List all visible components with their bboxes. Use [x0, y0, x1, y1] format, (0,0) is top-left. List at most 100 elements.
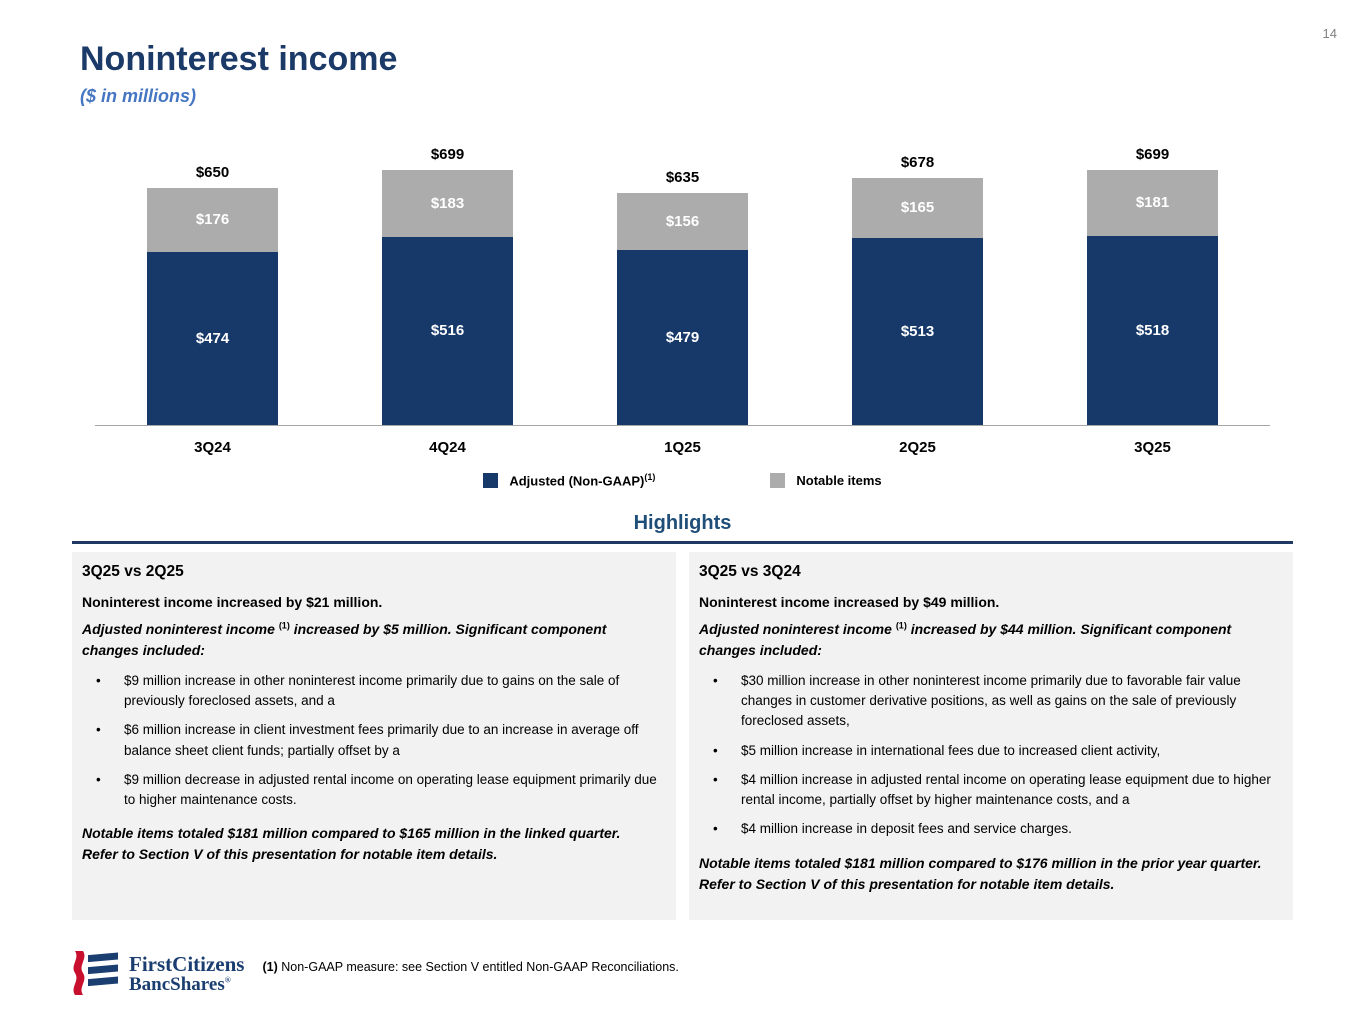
legend-item-adjusted: Adjusted (Non-GAAP)(1): [483, 472, 655, 488]
x-axis-label: 3Q24: [194, 439, 231, 456]
bar-group-3q25: $699 $181 $518: [1035, 146, 1270, 425]
bullet-marker: •: [96, 722, 101, 738]
bar-total-label: $678: [900, 153, 935, 171]
panel-sublead: Adjusted noninterest income (1) increase…: [699, 619, 1277, 660]
chart-x-axis-labels: 3Q24 4Q24 1Q25 2Q25 3Q25: [95, 439, 1270, 456]
bullet-text: $9 million decrease in adjusted rental i…: [124, 771, 657, 808]
bar-segment-notable: $165: [852, 177, 983, 238]
bullet-item: • $4 million increase in deposit fees and…: [699, 819, 1277, 839]
legend-item-notable: Notable items: [770, 472, 882, 488]
bar-segment-notable: $176: [147, 187, 278, 252]
stacked-bar: $183 $516: [382, 169, 513, 425]
slide-footer: FirstCitizens BancShares® (1) Non-GAAP m…: [66, 950, 679, 998]
bar-total-label: $650: [195, 163, 230, 181]
registered-mark: ®: [224, 975, 231, 985]
x-axis-label: 3Q25: [1134, 439, 1171, 456]
legend-swatch-adjusted: [483, 472, 499, 488]
x-axis-label: 4Q24: [429, 439, 466, 456]
chart-bars: $650 $176 $474 $699 $183 $516 $635 $156 $479 $678…: [95, 133, 1270, 425]
footnote-ref: (1): [644, 472, 656, 482]
bar-segment-adjusted: $513: [852, 237, 983, 425]
x-axis-label: 1Q25: [664, 439, 701, 456]
page-title: Noninterest income: [80, 40, 398, 78]
bar-segment-notable: $183: [382, 169, 513, 237]
bar-group-4q24: $699 $183 $516: [330, 146, 565, 425]
bar-segment-adjusted: $474: [147, 252, 278, 425]
legend-swatch-notable: [770, 472, 786, 488]
bar-total-label: $635: [665, 169, 700, 187]
footnote-text: Non-GAAP measure: see Section V entitled…: [281, 960, 679, 974]
bar-group-2q25: $678 $165 $513: [800, 154, 1035, 425]
panel-closing: Notable items totaled $181 million compa…: [82, 825, 621, 863]
highlights-columns: 3Q25 vs 2Q25 Noninterest income increase…: [72, 552, 1293, 921]
sublead-text-pre: Adjusted noninterest income: [699, 621, 892, 638]
bullet-text: $30 million increase in other noninteres…: [741, 672, 1241, 729]
highlights-section: Highlights 3Q25 vs 2Q25 Noninterest inco…: [72, 512, 1293, 921]
sublead-text-post: increased by $44 million. Significant co…: [699, 621, 1232, 658]
bullet-marker: •: [96, 771, 101, 787]
panel-bullet-list: • $9 million increase in other noninteres…: [82, 671, 660, 811]
bullet-item: • $5 million increase in international fe…: [699, 741, 1277, 761]
bar-total-label: $699: [1135, 145, 1170, 163]
panel-heading: 3Q25 vs 3Q24: [699, 563, 801, 581]
footnote: (1) Non-GAAP measure: see Section V enti…: [262, 960, 678, 974]
slide-header: Noninterest income ($ in millions): [0, 0, 1365, 107]
bullet-marker: •: [713, 771, 718, 787]
stacked-bar: $165 $513: [852, 177, 983, 425]
bullet-marker: •: [713, 821, 718, 837]
legend-text: Notable items: [796, 472, 882, 488]
bullet-marker: •: [713, 672, 718, 688]
bar-segment-adjusted: $516: [382, 236, 513, 425]
bullet-text: $4 million increase in adjusted rental i…: [741, 771, 1271, 808]
footnote-ref: (1): [278, 620, 290, 631]
panel-lead: Noninterest income increased by $21 mill…: [82, 594, 383, 611]
highlights-panel-qoq: 3Q25 vs 2Q25 Noninterest income increase…: [72, 552, 676, 921]
panel-closing: Notable items totaled $181 million compa…: [699, 854, 1262, 892]
bar-group-1q25: $635 $156 $479: [565, 169, 800, 425]
highlights-title: Highlights: [633, 512, 732, 535]
first-citizens-logo-text: FirstCitizens BancShares®: [129, 953, 244, 995]
bullet-item: • $4 million increase in adjusted rental …: [699, 770, 1277, 811]
bullet-marker: •: [96, 672, 101, 688]
bar-segment-adjusted: $479: [617, 250, 748, 425]
chart-legend: Adjusted (Non-GAAP)(1) Notable items: [95, 472, 1270, 488]
logo-wordmark-text: BancShares: [129, 974, 225, 996]
highlights-panel-yoy: 3Q25 vs 3Q24 Noninterest income increase…: [689, 552, 1293, 921]
bullet-text: $9 million increase in other noninterest…: [124, 672, 620, 709]
bullet-text: $4 million increase in deposit fees and …: [741, 821, 1072, 837]
first-citizens-logo: FirstCitizens BancShares®: [66, 950, 244, 998]
bar-segment-notable: $181: [1087, 169, 1218, 236]
footnote-marker: (1): [262, 960, 278, 974]
bullet-text: $5 million increase in international fee…: [741, 742, 1161, 758]
legend-text: Adjusted (Non-GAAP): [509, 473, 645, 489]
page-number: 14: [1322, 26, 1337, 41]
bullet-marker: •: [713, 742, 718, 758]
sublead-text-pre: Adjusted noninterest income: [82, 621, 275, 638]
legend-label-adjusted: Adjusted (Non-GAAP)(1): [509, 472, 655, 488]
legend-label-notable: Notable items: [796, 473, 881, 488]
stacked-bar: $156 $479: [617, 193, 748, 425]
x-axis-label: 2Q25: [899, 439, 936, 456]
bar-group-3q24: $650 $176 $474: [95, 164, 330, 425]
stacked-bar: $181 $518: [1087, 169, 1218, 425]
stacked-bar: $176 $474: [147, 187, 278, 425]
panel-bullet-list: • $30 million increase in other nonintere…: [699, 671, 1277, 840]
panel-sublead: Adjusted noninterest income (1) increase…: [82, 619, 660, 660]
bullet-item: • $6 million increase in client investmen…: [82, 720, 660, 761]
noninterest-income-chart: $650 $176 $474 $699 $183 $516 $635 $156 $479 $678…: [95, 133, 1270, 488]
logo-wordmark-line2: BancShares®: [129, 975, 244, 995]
page-subtitle: ($ in millions): [80, 86, 197, 106]
panel-lead: Noninterest income increased by $49 mill…: [699, 594, 1000, 611]
bar-total-label: $699: [430, 145, 465, 163]
bullet-text: $6 million increase in client investment…: [124, 722, 639, 758]
chart-axis-line: [95, 425, 1270, 426]
bullet-item: • $30 million increase in other nonintere…: [699, 671, 1277, 732]
bullet-item: • $9 million decrease in adjusted rental …: [82, 770, 660, 811]
footnote-ref: (1): [895, 620, 907, 631]
highlights-divider: [72, 541, 1293, 545]
bar-segment-notable: $156: [617, 193, 748, 251]
panel-heading: 3Q25 vs 2Q25: [82, 563, 184, 581]
bar-segment-adjusted: $518: [1087, 235, 1218, 425]
first-citizens-logo-icon: [73, 951, 118, 995]
